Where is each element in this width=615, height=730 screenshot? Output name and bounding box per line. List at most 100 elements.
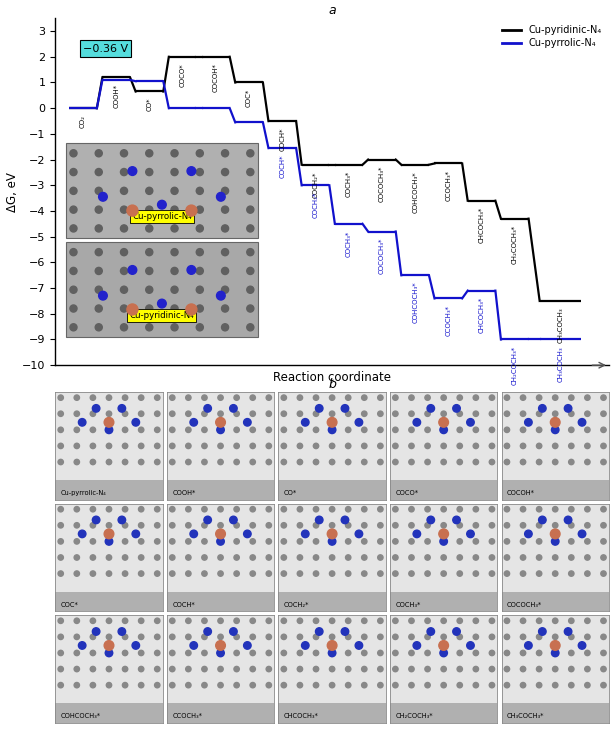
- Circle shape: [362, 571, 367, 576]
- Circle shape: [504, 650, 510, 656]
- Circle shape: [425, 666, 430, 672]
- Circle shape: [234, 507, 239, 512]
- Text: COCOCH₃*: COCOCH₃*: [507, 602, 542, 608]
- Bar: [502, 480, 609, 499]
- Circle shape: [490, 443, 494, 449]
- Circle shape: [79, 642, 86, 649]
- Bar: [390, 592, 498, 611]
- Circle shape: [281, 618, 287, 623]
- Circle shape: [330, 555, 335, 560]
- Circle shape: [250, 555, 255, 560]
- Circle shape: [122, 650, 128, 656]
- Circle shape: [362, 411, 367, 416]
- Circle shape: [552, 650, 558, 656]
- Circle shape: [473, 571, 478, 576]
- Circle shape: [490, 411, 494, 416]
- Circle shape: [58, 395, 63, 400]
- Circle shape: [250, 571, 255, 576]
- Bar: [55, 480, 162, 499]
- Circle shape: [58, 571, 63, 576]
- Circle shape: [170, 523, 175, 528]
- Circle shape: [202, 523, 207, 528]
- Circle shape: [346, 634, 351, 639]
- Circle shape: [393, 683, 398, 688]
- Circle shape: [330, 443, 335, 449]
- Circle shape: [186, 634, 191, 639]
- Circle shape: [536, 539, 542, 544]
- Circle shape: [202, 443, 207, 449]
- Circle shape: [569, 539, 574, 544]
- Circle shape: [520, 507, 526, 512]
- Circle shape: [585, 571, 590, 576]
- Circle shape: [362, 555, 367, 560]
- Circle shape: [346, 507, 351, 512]
- Circle shape: [441, 571, 446, 576]
- Circle shape: [315, 628, 323, 635]
- Circle shape: [427, 404, 435, 412]
- Circle shape: [569, 459, 574, 465]
- Circle shape: [362, 618, 367, 623]
- Circle shape: [601, 395, 606, 400]
- Circle shape: [202, 411, 207, 416]
- Circle shape: [457, 571, 462, 576]
- Circle shape: [170, 459, 175, 465]
- Circle shape: [154, 395, 160, 400]
- Circle shape: [409, 395, 414, 400]
- Circle shape: [297, 634, 303, 639]
- Circle shape: [490, 459, 494, 465]
- Circle shape: [362, 539, 367, 544]
- Circle shape: [58, 650, 63, 656]
- Bar: [167, 592, 274, 611]
- Circle shape: [186, 650, 191, 656]
- Circle shape: [585, 634, 590, 639]
- Circle shape: [218, 634, 223, 639]
- Circle shape: [281, 443, 287, 449]
- Circle shape: [218, 650, 223, 656]
- Circle shape: [409, 411, 414, 416]
- Circle shape: [536, 666, 542, 672]
- Circle shape: [170, 555, 175, 560]
- Circle shape: [313, 443, 319, 449]
- Circle shape: [490, 507, 494, 512]
- Circle shape: [297, 650, 303, 656]
- Circle shape: [90, 443, 95, 449]
- Circle shape: [457, 459, 462, 465]
- Circle shape: [234, 571, 239, 576]
- Circle shape: [74, 427, 79, 432]
- Circle shape: [552, 683, 558, 688]
- Text: CH₃COCH₃*: CH₃COCH₃*: [507, 713, 544, 720]
- Circle shape: [58, 539, 63, 544]
- Circle shape: [90, 459, 95, 465]
- Circle shape: [90, 411, 95, 416]
- Circle shape: [106, 683, 112, 688]
- Circle shape: [569, 507, 574, 512]
- Circle shape: [578, 418, 585, 426]
- Circle shape: [457, 395, 462, 400]
- Bar: [502, 592, 609, 611]
- Circle shape: [552, 395, 558, 400]
- Circle shape: [473, 427, 478, 432]
- Circle shape: [297, 443, 303, 449]
- Circle shape: [297, 523, 303, 528]
- Circle shape: [250, 427, 255, 432]
- Circle shape: [409, 571, 414, 576]
- Circle shape: [313, 459, 319, 465]
- Circle shape: [250, 395, 255, 400]
- Circle shape: [138, 666, 144, 672]
- Circle shape: [202, 618, 207, 623]
- Circle shape: [536, 634, 542, 639]
- Circle shape: [440, 426, 448, 434]
- Circle shape: [504, 683, 510, 688]
- Circle shape: [218, 411, 223, 416]
- Circle shape: [409, 443, 414, 449]
- Circle shape: [118, 628, 125, 635]
- Circle shape: [250, 523, 255, 528]
- Circle shape: [122, 539, 128, 544]
- Bar: [167, 704, 274, 723]
- Circle shape: [250, 459, 255, 465]
- Circle shape: [441, 443, 446, 449]
- Circle shape: [138, 650, 144, 656]
- Circle shape: [250, 539, 255, 544]
- Text: COCO*: COCO*: [395, 491, 419, 496]
- Circle shape: [138, 683, 144, 688]
